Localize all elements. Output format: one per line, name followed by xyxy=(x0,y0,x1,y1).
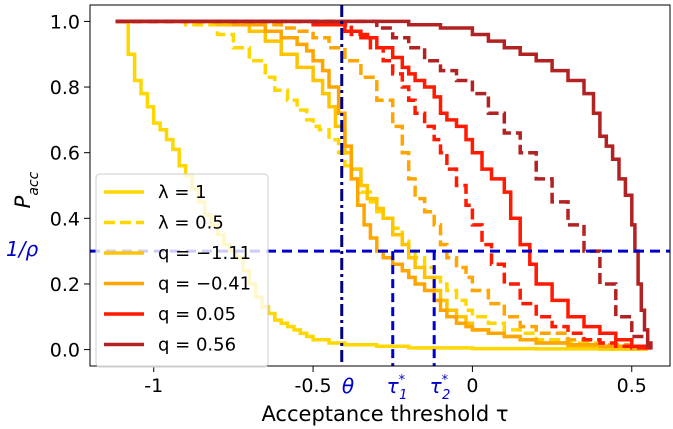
x-tick-label-3: 0.5 xyxy=(617,375,647,397)
plot-frame xyxy=(89,4,671,367)
y-tick-label-3: 0.6 xyxy=(50,143,80,165)
y-tick-label-4: 0.8 xyxy=(50,77,80,99)
series-line-5 xyxy=(115,19,650,350)
y-tick-label-1: 0.2 xyxy=(50,274,80,296)
legend: λ = 1 λ = 0.5 q = −1.11 q = −0.41 q = 0.05 q … xyxy=(95,173,269,368)
label-theta: θ xyxy=(342,374,354,398)
x-tick-label-0: -1 xyxy=(144,375,163,397)
series-line-7 xyxy=(115,19,653,350)
y-tick-label-2: 0.4 xyxy=(50,208,80,230)
legend-label-2: q = −1.11 xyxy=(158,243,251,264)
y-tick-label-0: 0.0 xyxy=(50,340,80,362)
label-tau1: τ* 1 xyxy=(387,373,408,403)
series-line-8 xyxy=(115,19,650,350)
legend-label-4: q = 0.05 xyxy=(158,304,236,325)
x-tick-label-1: -0.5 xyxy=(295,375,332,397)
y-tick-label-5: 1.0 xyxy=(50,11,80,33)
ticks: -1 -0.5 0 0.5 0.0 0.2 0.4 0.6 0.8 1.0 xyxy=(50,11,647,397)
series-line-4 xyxy=(115,19,650,350)
x-tick-label-2: 0 xyxy=(466,375,478,397)
legend-label-1: λ = 0.5 xyxy=(158,213,224,234)
legend-label-5: q = 0.56 xyxy=(158,335,236,356)
legend-label-3: q = −0.41 xyxy=(158,274,251,295)
label-one-over-rho: 1/ρ xyxy=(6,237,38,261)
legend-label-0: λ = 1 xyxy=(158,182,207,203)
series-line-3 xyxy=(115,19,650,350)
label-tau2: τ* 2 xyxy=(430,373,451,403)
y-axis-label: Pacc xyxy=(11,171,42,208)
series-line-6 xyxy=(115,19,650,350)
x-axis-label: Acceptance threshold τ xyxy=(261,402,508,426)
series-layer xyxy=(115,19,653,352)
